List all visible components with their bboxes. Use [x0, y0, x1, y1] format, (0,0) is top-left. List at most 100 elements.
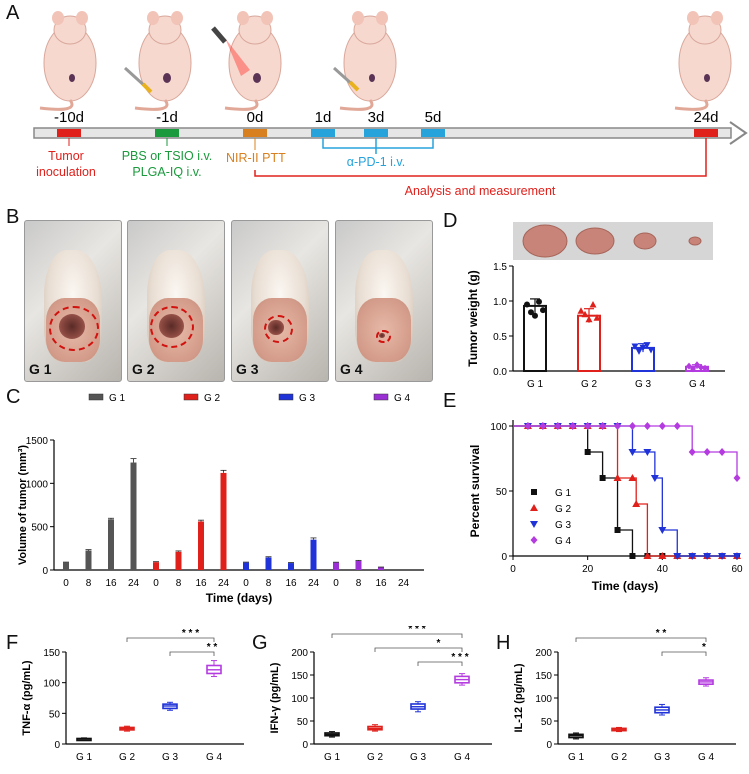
- survival-marker: [658, 552, 667, 559]
- y-tick-label: 0.0: [493, 367, 507, 378]
- x-tick-label: 24: [308, 578, 320, 589]
- survival-marker: [658, 422, 666, 430]
- panel-label-h: H: [496, 632, 511, 654]
- significance-bracket: [661, 651, 707, 656]
- legend-swatch: [373, 393, 389, 401]
- legend-label: G 4: [394, 393, 411, 404]
- bar: [153, 562, 159, 570]
- x-tick-label: 8: [356, 578, 362, 589]
- survival-chart: 0 50 100 0 20 40 60 Percent survival Time (days)…: [468, 420, 743, 593]
- survival-marker: [530, 504, 538, 511]
- survival-marker: [658, 527, 667, 534]
- significance-bracket: [331, 633, 463, 638]
- ifn-gamma-chart: 0 50 100 150 200 IFN-γ (pg/mL) G 1 G 2 G 3 G 4 * *…: [269, 626, 492, 763]
- survival-marker: [628, 422, 636, 430]
- significance-bracket: [374, 647, 463, 652]
- y-tick-label: 50: [541, 717, 553, 728]
- significance-bracket: [575, 637, 707, 642]
- survival-marker: [584, 449, 591, 455]
- day-label: -1d: [156, 109, 178, 126]
- data-point: [702, 364, 708, 372]
- data-point: [631, 343, 639, 350]
- panel-label-b: B: [6, 206, 20, 228]
- survival-marker: [569, 422, 577, 430]
- survival-marker: [643, 449, 652, 456]
- data-point: [528, 309, 534, 316]
- bar: [333, 562, 339, 570]
- survival-marker: [614, 527, 621, 533]
- x-tick-label: G 4: [206, 752, 223, 763]
- y-axis-title: Percent survival: [468, 445, 482, 538]
- x-tick-label: 8: [266, 578, 272, 589]
- y-axis-title: TNF-α (pg/mL): [21, 660, 33, 736]
- injection-label: PBS or TSIO i.v.: [122, 149, 213, 163]
- significance-bracket: [126, 637, 215, 642]
- x-tick-label: G 1: [76, 752, 93, 763]
- survival-marker: [718, 553, 727, 560]
- x-tick-label: 0: [63, 578, 69, 589]
- x-tick-label: 16: [375, 578, 387, 589]
- data-point: [593, 314, 601, 321]
- x-tick-label: G 4: [454, 752, 471, 763]
- data-point: [532, 312, 538, 319]
- survival-line: [513, 425, 738, 478]
- mouse-photo-g2: G 2: [127, 220, 225, 382]
- y-tick-label: 100: [43, 679, 60, 690]
- mouse-illustration: [332, 11, 397, 111]
- mouse-illustration: [211, 11, 282, 111]
- tumor-inoculation-label: inoculation: [36, 165, 96, 179]
- day-label: 1d: [315, 109, 332, 126]
- mouse-illustration: [674, 11, 732, 111]
- mouse-photo-g1: G 1: [24, 220, 122, 382]
- x-tick-label: 40: [657, 564, 669, 575]
- injection-label: PLGA-IQ i.v.: [132, 165, 201, 179]
- day-label: 5d: [425, 109, 442, 126]
- significance-label: *: [702, 642, 706, 653]
- mouse-illustration: [39, 11, 97, 111]
- legend-swatch: [183, 393, 199, 401]
- survival-marker: [673, 553, 682, 560]
- y-tick-label: 500: [31, 523, 48, 534]
- y-tick-label: 150: [43, 648, 60, 659]
- survival-marker: [628, 474, 637, 481]
- significance-label: * *: [656, 628, 667, 639]
- y-tick-label: 1500: [26, 436, 49, 447]
- legend-label: G 1: [555, 488, 572, 499]
- timeline-marker-d3: [364, 129, 388, 137]
- bar: [63, 562, 69, 570]
- survival-marker: [733, 474, 741, 482]
- data-point: [589, 301, 597, 308]
- survival-marker: [718, 448, 726, 456]
- bar: [243, 562, 249, 570]
- data-point: [540, 307, 546, 314]
- bar: [220, 472, 227, 570]
- legend-label: G 3: [299, 393, 316, 404]
- x-tick-label: G 4: [698, 752, 715, 763]
- survival-marker: [530, 521, 538, 528]
- survival-marker: [643, 422, 651, 430]
- y-axis-title: IL-12 (pg/mL): [513, 663, 525, 732]
- data-point: [690, 365, 696, 373]
- antibody-label: α-PD-1 i.v.: [347, 155, 405, 169]
- bar: [378, 567, 384, 570]
- data-point: [577, 307, 585, 314]
- survival-marker: [688, 553, 697, 560]
- legend-swatch: [278, 393, 294, 401]
- ptt-label: NIR-II PTT: [226, 151, 286, 165]
- timeline-marker-d24: [694, 129, 718, 137]
- y-tick-label: 50: [297, 717, 309, 728]
- significance-label: *: [437, 638, 441, 649]
- y-tick-label: 1.0: [493, 297, 507, 308]
- survival-line: [513, 425, 737, 557]
- legend-label: G 2: [555, 504, 572, 515]
- x-tick-label: 8: [86, 578, 92, 589]
- panel-label-c: C: [6, 386, 21, 408]
- survival-line: [513, 425, 737, 557]
- survival-marker: [599, 475, 606, 481]
- bar: [577, 314, 601, 372]
- significance-bracket: [417, 661, 463, 666]
- y-axis-title: IFN-γ (pg/mL): [269, 662, 281, 733]
- y-tick-label: 50: [496, 487, 508, 498]
- x-tick-label: 16: [105, 578, 117, 589]
- day-label: 3d: [368, 109, 385, 126]
